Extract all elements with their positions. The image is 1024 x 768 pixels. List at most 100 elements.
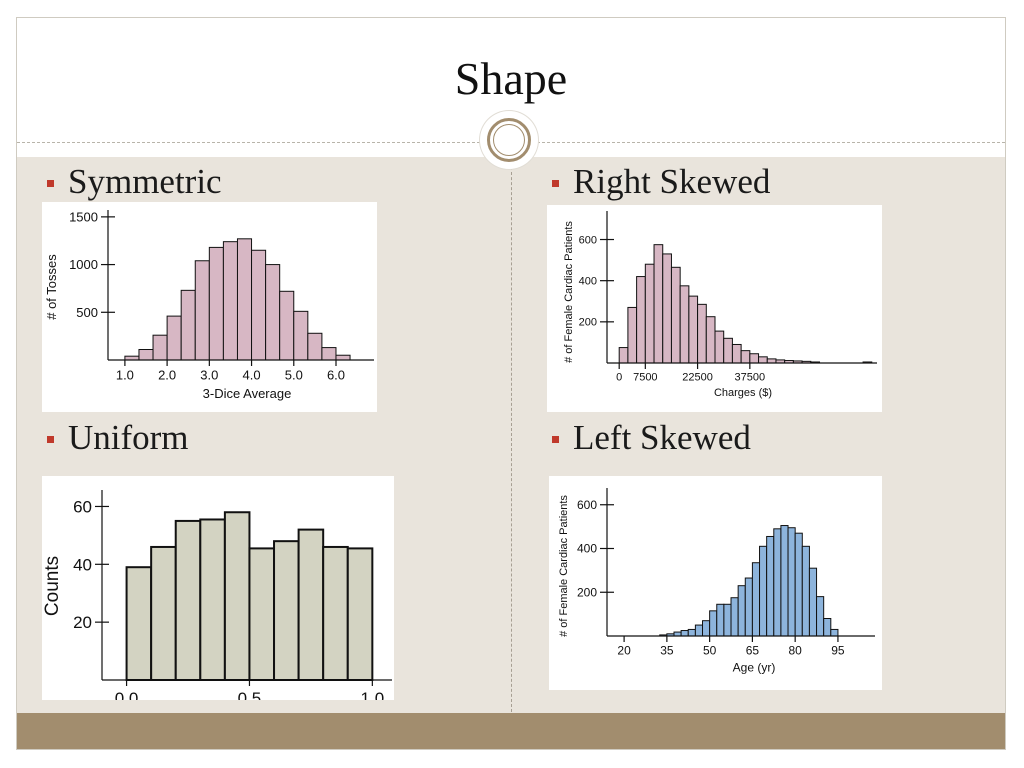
histogram-bar — [823, 618, 832, 637]
histogram-bar — [709, 610, 718, 637]
x-tick-label: 5.0 — [285, 368, 303, 383]
slide: Shape Symmetric Right Skewed Uniform Lef… — [16, 17, 1006, 750]
histogram-bar — [740, 350, 751, 364]
x-tick-label: 6.0 — [327, 368, 345, 383]
histogram-bar — [716, 603, 725, 637]
square-bullet-icon — [47, 179, 54, 187]
histogram-bar — [321, 347, 337, 361]
histogram-bar — [705, 316, 716, 364]
histogram-bar — [816, 596, 825, 637]
histogram-bar — [279, 290, 295, 361]
chart-symmetric: 500 1000 1500 1.0 2.0 3.0 4.0 5.0 6.0 3-Dice Aver… — [44, 209, 374, 401]
histogram-bar — [138, 349, 154, 361]
x-tick-label: 4.0 — [243, 368, 261, 383]
x-axis-label: Charges ($) — [714, 387, 772, 399]
histogram-bar — [794, 532, 803, 637]
uniform-chart-panel: 20 40 60 0.0 0.5 1.0 Counts — [42, 476, 394, 700]
symmetric-histogram: 500 1000 1500 1.0 2.0 3.0 4.0 5.0 6.0 3-Dice Aver… — [44, 209, 374, 401]
y-axis-label: # of Female Cardiac Patients — [558, 495, 570, 637]
right-skewed-chart-panel: 200 400 600 0 7500 22500 37500 Charges ($) # of … — [547, 205, 882, 412]
square-bullet-icon — [552, 179, 559, 187]
histogram-bar — [166, 315, 182, 361]
histogram-bar — [758, 356, 768, 364]
x-tick-label: 2.0 — [158, 368, 176, 383]
histogram-bar — [618, 347, 629, 364]
histogram-bar — [679, 285, 690, 364]
bullet-left-skewed: Left Skewed — [552, 418, 751, 458]
y-tick-label: 60 — [73, 497, 92, 516]
histogram-bar — [335, 354, 351, 361]
histogram-bar — [723, 337, 733, 364]
histogram-bar — [766, 358, 777, 364]
histogram-bar — [199, 518, 226, 681]
x-tick-label: 0 — [616, 372, 622, 384]
histogram-bar — [688, 295, 699, 364]
bullet-label: Right Skewed — [573, 162, 771, 201]
histogram-bar — [737, 585, 746, 637]
histogram-bar — [194, 260, 210, 361]
histogram-bar — [180, 289, 196, 361]
column-divider — [511, 157, 512, 717]
histogram-bar — [780, 525, 789, 637]
bullet-symmetric: Symmetric — [47, 162, 222, 202]
y-axis-label: # of Female Cardiac Patients — [563, 221, 575, 363]
histogram-bar — [787, 527, 796, 637]
right-skewed-histogram: 200 400 600 0 7500 22500 37500 Charges ($) # of … — [563, 211, 877, 399]
slide-title: Shape — [454, 53, 568, 104]
symmetric-chart-panel: 500 1000 1500 1.0 2.0 3.0 4.0 5.0 6.0 3-Dice Aver… — [42, 202, 377, 412]
histogram-bar — [697, 303, 707, 364]
x-tick-label: 95 — [831, 644, 845, 658]
histogram-bar — [830, 628, 839, 637]
circle-ornament-icon — [480, 111, 538, 169]
histogram-bar — [662, 253, 672, 364]
histogram-bar — [627, 306, 638, 364]
y-tick-label: 400 — [577, 542, 597, 556]
left-skewed-chart-panel: 200 400 600 20 35 50 65 80 95 Age (yr) # of Female… — [549, 476, 882, 690]
bullet-label: Left Skewed — [573, 418, 751, 457]
y-tick-label: 600 — [577, 498, 597, 512]
histogram-bar — [322, 545, 349, 682]
x-tick-label: 80 — [788, 644, 802, 658]
histogram-bar — [694, 624, 704, 637]
histogram-bar — [222, 241, 238, 361]
x-tick-label: 3.0 — [200, 368, 218, 383]
chart-right_skewed: 200 400 600 0 7500 22500 37500 Charges ($) # of … — [563, 211, 877, 399]
histogram-bar — [293, 310, 309, 361]
chart-left_skewed: 200 400 600 20 35 50 65 80 95 Age (yr) # of Female… — [558, 488, 875, 674]
x-tick-label: 0.5 — [238, 689, 262, 700]
histogram-bar — [297, 528, 325, 681]
histogram-bar — [636, 276, 646, 364]
histogram-bar — [150, 545, 177, 682]
histogram-bar — [808, 567, 818, 637]
histogram-bar — [644, 263, 655, 364]
y-tick-label: 600 — [579, 234, 597, 246]
y-tick-label: 1500 — [69, 209, 98, 224]
y-tick-label: 1000 — [69, 257, 98, 272]
left-skewed-histogram: 200 400 600 20 35 50 65 80 95 Age (yr) # of Female… — [558, 488, 875, 674]
x-axis-label: 3-Dice Average — [203, 386, 292, 401]
histogram-bar — [773, 528, 782, 637]
x-axis-label: Age (yr) — [733, 660, 776, 674]
histogram-bar — [801, 545, 810, 637]
square-bullet-icon — [552, 435, 559, 443]
histogram-bar — [653, 244, 664, 364]
histogram-bar — [125, 566, 153, 681]
x-tick-label: 1.0 — [116, 368, 134, 383]
histogram-bar — [766, 535, 775, 637]
square-bullet-icon — [47, 435, 54, 443]
histogram-bar — [248, 547, 276, 682]
bullet-right-skewed: Right Skewed — [552, 162, 770, 202]
y-tick-label: 500 — [76, 305, 98, 320]
histogram-bar — [236, 238, 253, 361]
histogram-bar — [687, 628, 696, 637]
histogram-bar — [731, 343, 742, 364]
histogram-bar — [273, 540, 300, 681]
x-tick-label: 20 — [617, 644, 631, 658]
slide-footer — [17, 713, 1005, 749]
histogram-bar — [730, 597, 739, 637]
bullet-label: Uniform — [68, 418, 189, 457]
x-tick-label: 50 — [703, 644, 717, 658]
y-tick-label: 400 — [579, 276, 597, 288]
x-tick-label: 35 — [660, 644, 674, 658]
histogram-bar — [223, 511, 251, 681]
